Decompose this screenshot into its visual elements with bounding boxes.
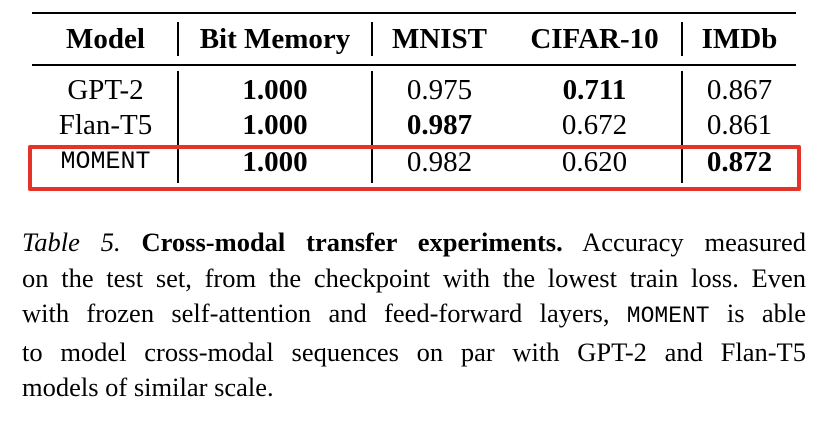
cell-imdb: 0.872 xyxy=(706,146,773,178)
row-model-name: MOMENT xyxy=(60,147,151,176)
cell-imdb: 0.867 xyxy=(706,74,773,106)
cell-bit-memory: 1.000 xyxy=(242,109,308,141)
caption-label: Table 5. xyxy=(22,227,121,257)
header-bit-memory: Bit Memory xyxy=(199,23,351,55)
cell-cifar10: 0.672 xyxy=(561,109,628,141)
caption-line: Table 5. Cross-modal transfer experiment… xyxy=(22,225,806,261)
caption-text: is able xyxy=(726,298,807,328)
caption-text: Accuracy measured xyxy=(582,227,806,257)
caption-line: models of similar scale. xyxy=(22,372,274,402)
header-imdb: IMDb xyxy=(701,23,778,55)
caption-line: on the test set, from the checkpoint wit… xyxy=(22,262,806,293)
caption-model-name: MOMENT xyxy=(626,303,710,329)
row-highlight-box xyxy=(28,145,801,191)
column-separator xyxy=(177,71,179,183)
cell-mnist: 0.975 xyxy=(406,74,473,106)
column-separator xyxy=(681,22,683,56)
caption-line: to model cross-modal sequences on par wi… xyxy=(22,336,806,367)
cell-cifar10: 0.711 xyxy=(562,74,627,106)
column-separator xyxy=(681,71,683,183)
cell-bit-memory: 1.000 xyxy=(242,74,308,106)
caption-text: with frozen self-attention and feed-forw… xyxy=(22,298,610,328)
cell-cifar10: 0.620 xyxy=(561,146,628,178)
caption-line: with frozen self-attention and feed-forw… xyxy=(22,296,806,335)
cell-imdb: 0.861 xyxy=(706,109,773,141)
header-cifar10: CIFAR-10 xyxy=(530,23,659,55)
cell-mnist: 0.987 xyxy=(406,109,473,141)
row-model-name: Flan-T5 xyxy=(58,109,153,141)
header-model: Model xyxy=(66,23,145,55)
cell-bit-memory: 1.000 xyxy=(242,146,308,178)
table-caption: Table 5. Cross-modal transfer experiment… xyxy=(22,225,806,406)
row-model-name: GPT-2 xyxy=(67,74,144,106)
cell-mnist: 0.982 xyxy=(406,146,473,178)
caption-title: Cross-modal transfer experiments. xyxy=(141,227,563,257)
table-header-rule xyxy=(32,64,796,66)
table-top-rule xyxy=(32,12,796,14)
column-separator xyxy=(177,22,179,56)
header-mnist: MNIST xyxy=(391,23,488,55)
column-separator xyxy=(371,71,373,183)
column-separator xyxy=(371,22,373,56)
